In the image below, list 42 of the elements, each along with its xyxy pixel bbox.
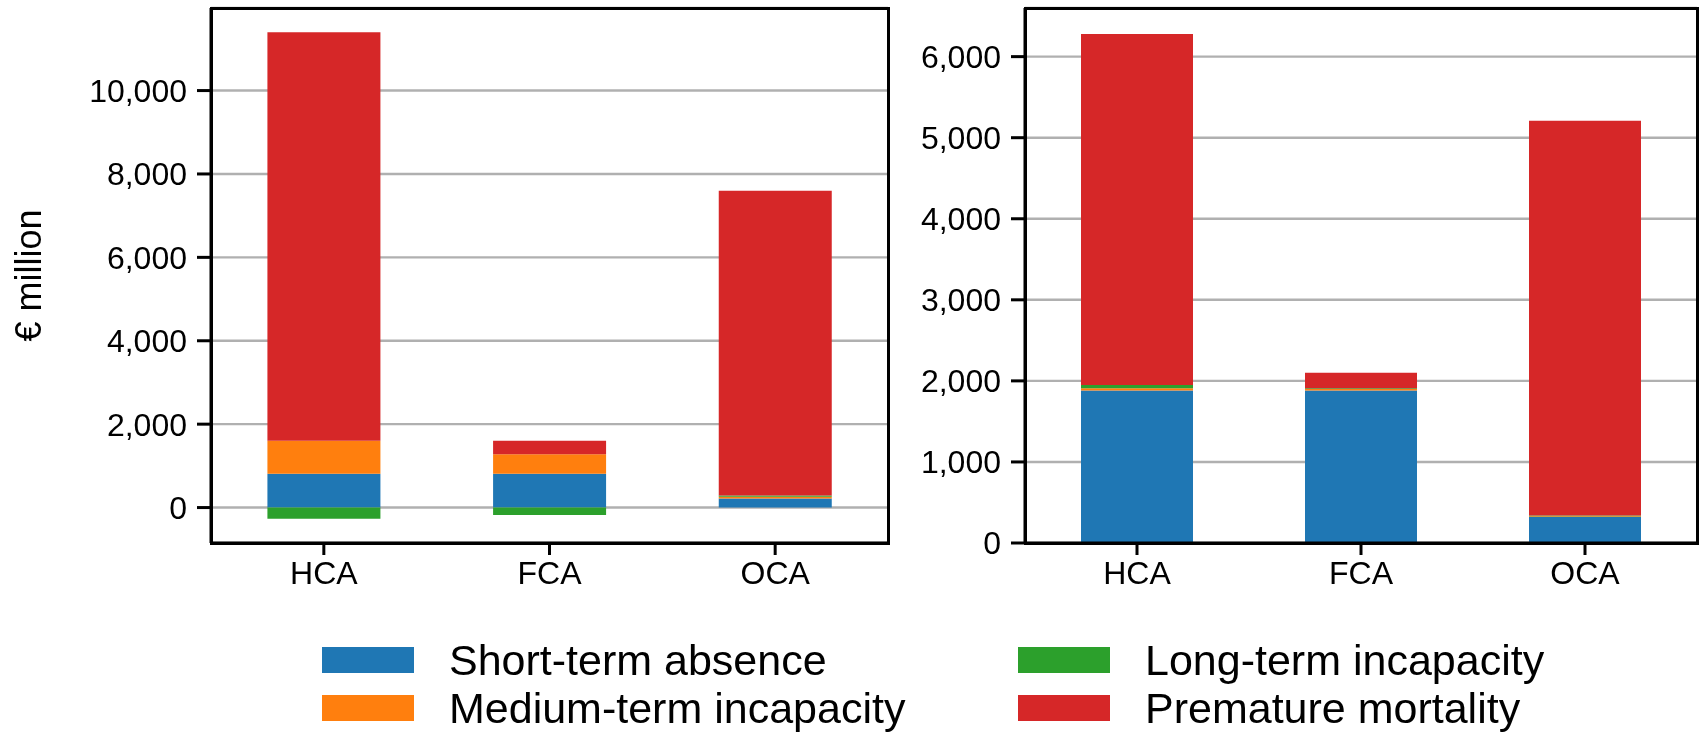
bar [267,473,381,508]
y-tick-label: 2,000 [106,406,187,443]
legend-label: Premature mortality [1145,684,1521,732]
bar [1081,390,1193,543]
y-tick-label: 4,000 [106,323,187,360]
y-tick-label: 3,000 [920,282,1001,319]
bar [1529,120,1641,516]
bar [493,454,607,474]
bar [1081,33,1193,385]
bar [718,498,832,508]
bar [1529,517,1641,543]
legend-label: Short-term absence [449,636,827,684]
y-tick-label: 4,000 [920,201,1001,238]
bar [1305,390,1417,543]
legend-label: Long-term incapacity [1145,636,1545,684]
y-tick-label: 1,000 [920,444,1001,481]
bar [493,473,607,508]
legend-label: Medium-term incapacity [449,684,906,732]
x-tick-label: HCA [1103,554,1172,591]
bar [267,507,381,519]
y-tick-label: 10,000 [89,72,187,109]
y-tick-label: 0 [983,525,1001,562]
y-tick-label: 0 [169,489,187,526]
y-tick-label: 6,000 [920,39,1001,75]
x-tick-label: HCA [290,554,359,591]
y-tick-label: 8,000 [106,156,187,193]
bar [718,190,832,496]
bar [1081,384,1193,389]
y-axis-title: € million [7,209,49,342]
x-tick-label: FCA [517,554,583,591]
bar [267,32,381,441]
bar [1081,388,1193,391]
bar [1305,372,1417,389]
bar [493,507,607,516]
bar [267,440,381,474]
y-tick-label: 2,000 [920,363,1001,400]
x-tick-label: FCA [1329,554,1394,591]
x-tick-label: OCA [1550,554,1621,591]
y-tick-label: 6,000 [106,239,187,276]
bar [493,440,607,455]
x-tick-label: OCA [740,554,811,591]
y-tick-label: 5,000 [920,120,1001,157]
